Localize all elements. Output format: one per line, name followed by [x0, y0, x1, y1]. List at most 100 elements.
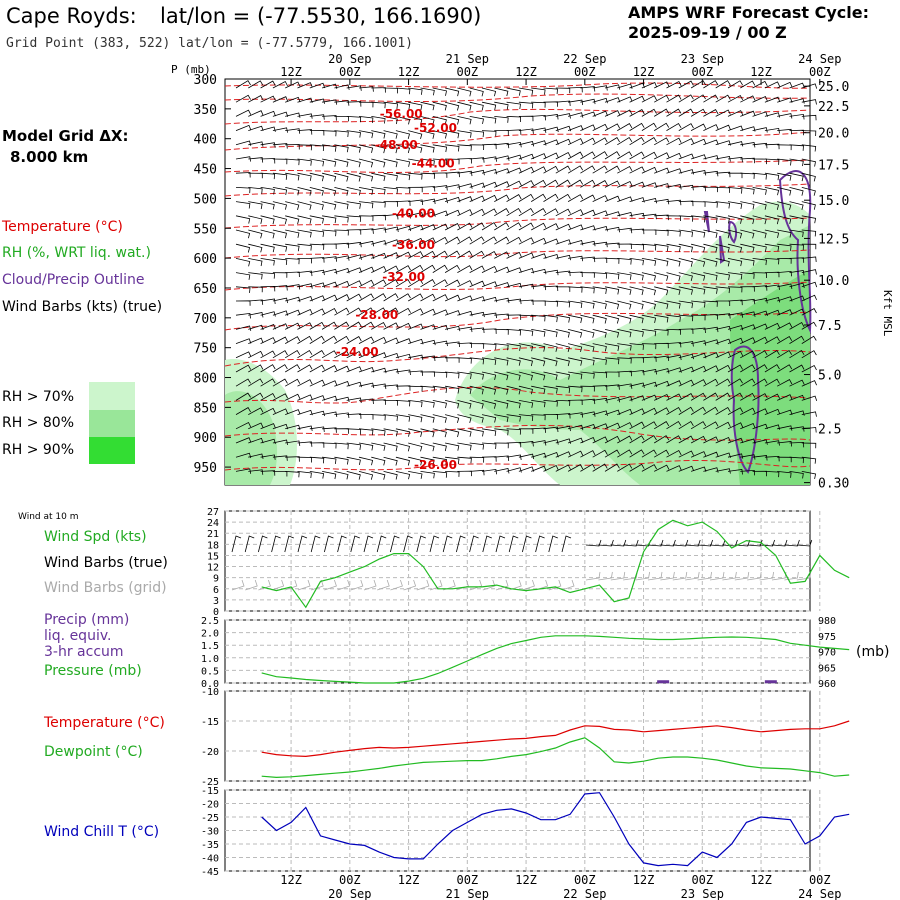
wind-barb — [457, 265, 473, 273]
wind-barb — [801, 281, 818, 288]
wind-barb — [322, 229, 337, 237]
wind-barb — [432, 87, 447, 96]
true-wind-barb — [258, 535, 268, 553]
wind-barb — [346, 413, 362, 419]
wind-barb — [555, 357, 570, 367]
wind-barb — [690, 80, 707, 89]
wind-barb — [272, 243, 288, 252]
wind-barb — [383, 213, 399, 220]
wind-barb — [445, 414, 460, 424]
wind-barb — [727, 437, 744, 444]
wind-barb — [408, 251, 424, 259]
wind-barb — [518, 329, 534, 337]
wind-frame — [224, 510, 811, 612]
wind-barb — [518, 400, 534, 408]
wind-barb — [506, 116, 522, 123]
wind-barb — [371, 252, 387, 259]
wind-barb — [235, 258, 251, 267]
wind-barb — [715, 392, 731, 401]
true-wind-barb — [297, 535, 308, 553]
wind-barb — [272, 323, 289, 330]
wind-barb — [567, 450, 584, 458]
bottom-time-label: 12Z — [398, 873, 420, 887]
bottom-time-label: 00Z — [339, 873, 361, 887]
wind-barb — [690, 392, 707, 401]
wind-barb — [764, 471, 780, 478]
wind-barb — [481, 265, 498, 273]
wind-barb — [420, 279, 436, 288]
wind-barb — [740, 272, 755, 279]
isotherm-4 — [224, 159, 811, 173]
wind-barb — [653, 449, 670, 458]
isotherm-label: -28.00 — [355, 308, 398, 322]
wind-barb — [248, 258, 263, 267]
wind-chill-panel: Wind Chill T (°C) -15-20-25-30-35-40-45 … — [44, 786, 850, 900]
wind-barb — [715, 325, 731, 332]
wind-barb — [531, 101, 546, 108]
wind-barb — [309, 335, 325, 344]
wind-barb — [543, 223, 559, 231]
wind-barb — [346, 428, 362, 435]
accum-label: 3-hr accum — [44, 644, 124, 660]
wind-barb — [469, 208, 485, 217]
isotherm-5 — [224, 183, 811, 197]
isotherm-12 — [224, 424, 811, 441]
wind-barb — [666, 393, 682, 401]
wind-barb — [740, 80, 756, 89]
wind-barb — [531, 222, 547, 231]
wind-barb — [494, 455, 510, 461]
wind-barb — [752, 393, 768, 401]
wind-barb — [641, 343, 657, 350]
wind-barb — [371, 471, 386, 480]
wind-barb — [408, 224, 424, 231]
wind-barb — [297, 295, 313, 302]
wind-barb — [518, 453, 535, 460]
true-wind-barb — [660, 539, 676, 547]
wind-barb — [567, 224, 584, 231]
wind-barb — [617, 136, 633, 146]
wind-barb — [408, 87, 423, 95]
wind-barb — [272, 439, 288, 445]
wind-barb — [715, 468, 731, 474]
wind-barb — [506, 180, 522, 188]
grid-point-label: Grid Point (383, 522) lat/lon = (-77.577… — [6, 36, 413, 51]
wind-barb — [395, 471, 411, 480]
wind-barb — [592, 300, 607, 309]
wind-barb — [518, 193, 534, 202]
wind-barb — [543, 400, 558, 407]
wind-barb — [518, 128, 534, 134]
true-wind-barb — [548, 535, 558, 553]
wind-barb — [543, 114, 559, 120]
wind-barb — [654, 286, 669, 296]
wind-barb — [322, 99, 338, 105]
wind-barb — [481, 116, 497, 124]
wind-barb — [346, 442, 362, 450]
wind-barb — [789, 113, 805, 120]
wind-barb — [346, 144, 361, 153]
wind-barb — [629, 109, 645, 117]
wind-barb — [383, 368, 399, 375]
wind-barb — [518, 441, 534, 447]
wind-barb — [445, 400, 460, 409]
wind-barb — [777, 113, 793, 119]
wind-barb — [506, 454, 522, 460]
wind-barb — [690, 108, 707, 117]
wind-barb — [407, 264, 424, 273]
wind-barb — [592, 314, 607, 324]
true-wind-barb — [672, 539, 689, 547]
wind-barb — [322, 201, 337, 210]
bottom-time-label: 12Z — [515, 873, 537, 887]
wind-barb — [481, 181, 498, 188]
wind-barb — [654, 137, 670, 146]
wind-barb — [371, 383, 387, 390]
grid-wind-barb — [598, 571, 613, 581]
wind-barb — [494, 155, 510, 161]
wind-barb — [444, 223, 461, 231]
pressure-frame — [224, 619, 811, 684]
wind-barb — [691, 286, 706, 295]
grid-wind-barb — [311, 579, 324, 591]
wind-barb — [629, 272, 644, 281]
wind-barb — [592, 195, 608, 202]
wind-barb — [432, 158, 448, 166]
wind-barb — [481, 468, 497, 475]
